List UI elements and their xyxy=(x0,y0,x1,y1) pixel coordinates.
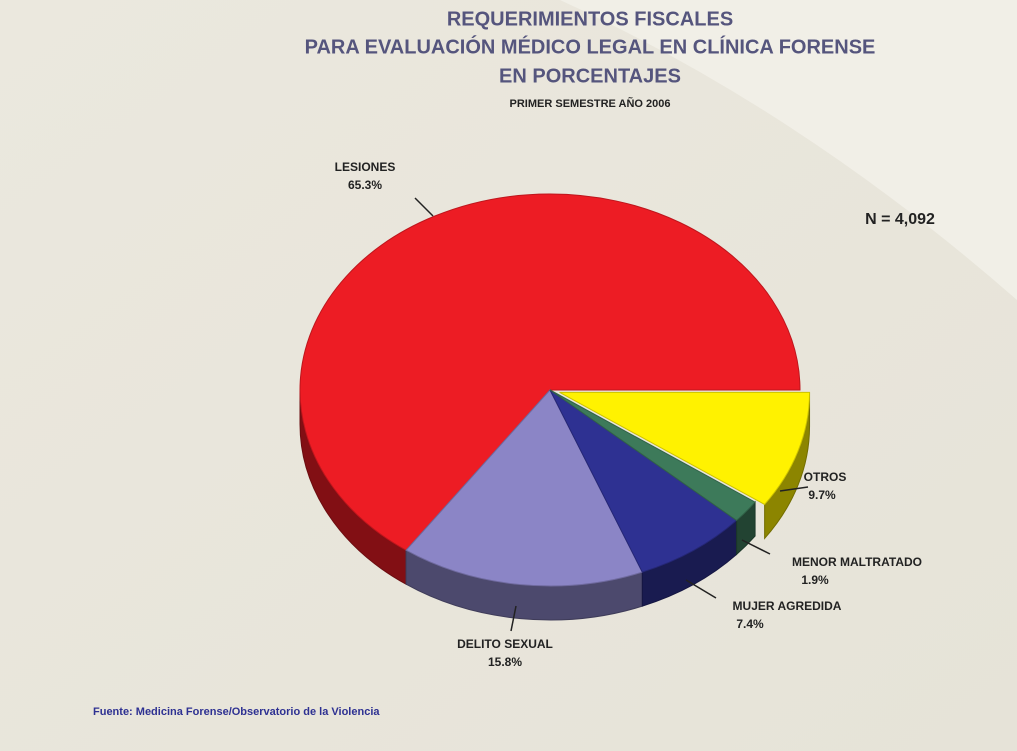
pie-slice xyxy=(299,193,801,551)
source: Fuente: Medicina Forense/Observatorio de… xyxy=(93,706,380,718)
slice-label: MUJER AGREDIDA xyxy=(733,599,842,613)
slice-label: DELITO SEXUAL xyxy=(457,637,553,651)
slice-value-label: 65.3% xyxy=(348,178,382,192)
slice-value-label: 1.9% xyxy=(801,573,829,587)
annotation: N = 4,092 xyxy=(865,211,935,228)
pie-slice xyxy=(549,389,738,573)
title-line: REQUERIMIENTOS FISCALES xyxy=(447,8,733,30)
title-line: PARA EVALUACIÓN MÉDICO LEGAL EN CLÍNICA … xyxy=(305,34,876,58)
slice-label: MENOR MALTRATADO xyxy=(792,555,922,569)
pie-slice xyxy=(405,389,644,587)
leader-line xyxy=(741,539,771,555)
slice-label: LESIONES xyxy=(335,160,396,174)
leader-line xyxy=(510,605,517,632)
pie-slice xyxy=(559,391,811,506)
leader-line xyxy=(685,579,717,599)
slice-value-label: 9.7% xyxy=(808,488,836,502)
leader-line xyxy=(779,486,809,492)
title-line: EN PORCENTAJES xyxy=(499,65,681,87)
slice-value-label: 7.4% xyxy=(736,617,764,631)
background-highlight xyxy=(560,0,1017,300)
subtitle: PRIMER SEMESTRE AÑO 2006 xyxy=(510,97,671,110)
slice-value-label: 15.8% xyxy=(488,655,522,669)
pie-slice xyxy=(549,389,756,522)
slice-label: OTROS xyxy=(804,470,847,484)
leader-line xyxy=(414,197,434,217)
